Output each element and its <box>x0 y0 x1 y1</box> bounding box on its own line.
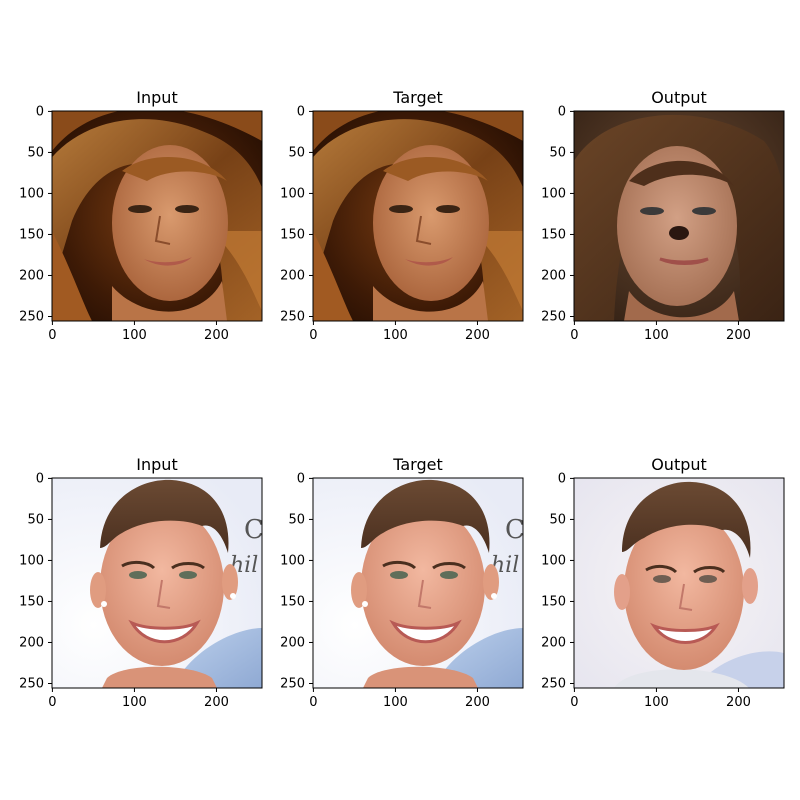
y-tick-label: 250 <box>541 309 566 324</box>
y-tick-label: 100 <box>280 186 305 201</box>
panel-row2-col1 <box>52 478 262 688</box>
y-tick-label: 200 <box>280 635 305 650</box>
axes-panel-1: Input 0 100 200 0 50 100 150 200 250 <box>19 88 263 343</box>
y-tick-label: 200 <box>19 635 44 650</box>
x-tick-label: 200 <box>204 695 229 710</box>
x-tick-label: 200 <box>726 695 751 710</box>
y-tick-label: 50 <box>549 512 566 527</box>
x-tick-label: 100 <box>122 328 147 343</box>
y-tick-label: 200 <box>19 268 44 283</box>
panel-row2-col2 <box>313 478 523 688</box>
y-tick-label: 50 <box>288 145 305 160</box>
panel-title: Output <box>651 455 707 474</box>
y-tick-label: 150 <box>541 227 566 242</box>
axes-panel-6: Output 0 100 200 0 50 100 150 200 250 <box>541 455 785 710</box>
y-tick-label: 0 <box>36 471 44 486</box>
panel-row1-col3 <box>574 111 784 321</box>
y-tick-label: 150 <box>280 227 305 242</box>
y-tick-label: 250 <box>280 676 305 691</box>
y-tick-label: 150 <box>19 227 44 242</box>
x-tick-label: 0 <box>48 328 56 343</box>
y-tick-label: 100 <box>280 553 305 568</box>
x-tick-label: 0 <box>570 328 578 343</box>
y-tick-label: 150 <box>541 594 566 609</box>
y-tick-label: 150 <box>280 594 305 609</box>
panel-title: Target <box>392 88 443 107</box>
y-tick-label: 250 <box>541 676 566 691</box>
axes-panel-3: Output 0 100 200 0 50 100 150 200 250 <box>541 88 785 343</box>
axes-frame <box>312 477 524 689</box>
panel-row2-col3 <box>574 478 784 688</box>
y-tick-label: 250 <box>280 309 305 324</box>
y-tick-label: 200 <box>541 635 566 650</box>
y-tick-label: 50 <box>549 145 566 160</box>
y-tick-label: 250 <box>19 309 44 324</box>
y-tick-label: 50 <box>288 512 305 527</box>
y-tick-label: 100 <box>541 186 566 201</box>
x-tick-label: 100 <box>644 328 669 343</box>
x-tick-label: 0 <box>309 695 317 710</box>
panel-title: Target <box>392 455 443 474</box>
y-tick-label: 250 <box>19 676 44 691</box>
y-tick-label: 0 <box>297 104 305 119</box>
axes-layer: Input 0 100 200 0 50 100 150 200 250 Target 0 100 200… <box>19 88 785 710</box>
y-tick-label: 100 <box>541 553 566 568</box>
y-tick-label: 100 <box>19 553 44 568</box>
x-tick-label: 200 <box>204 328 229 343</box>
axes-panel-4: Input 0 100 200 0 50 100 150 200 250 <box>19 455 263 710</box>
x-tick-label: 0 <box>48 695 56 710</box>
y-tick-label: 0 <box>558 471 566 486</box>
x-tick-label: 100 <box>644 695 669 710</box>
x-tick-label: 0 <box>570 695 578 710</box>
x-tick-label: 100 <box>383 695 408 710</box>
y-tick-label: 0 <box>558 104 566 119</box>
panel-row1-col1 <box>52 111 262 321</box>
axes-frame <box>573 477 785 689</box>
y-tick-label: 200 <box>541 268 566 283</box>
axes-frame <box>573 110 785 322</box>
x-tick-label: 100 <box>122 695 147 710</box>
x-tick-label: 200 <box>465 695 490 710</box>
axes-frame <box>51 477 263 689</box>
x-tick-label: 100 <box>383 328 408 343</box>
panel-title: Input <box>136 88 177 107</box>
x-tick-label: 200 <box>726 328 751 343</box>
y-tick-label: 150 <box>19 594 44 609</box>
y-tick-label: 50 <box>27 145 44 160</box>
axes-frame <box>312 110 524 322</box>
panel-title: Output <box>651 88 707 107</box>
axes-frame <box>51 110 263 322</box>
panel-row1-col2 <box>313 111 523 321</box>
y-tick-label: 0 <box>36 104 44 119</box>
axes-panel-2: Target 0 100 200 0 50 100 150 200 250 <box>280 88 524 343</box>
y-tick-label: 200 <box>280 268 305 283</box>
x-tick-label: 200 <box>465 328 490 343</box>
axes-panel-5: Target 0 100 200 0 50 100 150 200 250 <box>280 455 524 710</box>
panel-title: Input <box>136 455 177 474</box>
y-tick-label: 100 <box>19 186 44 201</box>
x-tick-label: 0 <box>309 328 317 343</box>
y-tick-label: 0 <box>297 471 305 486</box>
y-tick-label: 50 <box>27 512 44 527</box>
